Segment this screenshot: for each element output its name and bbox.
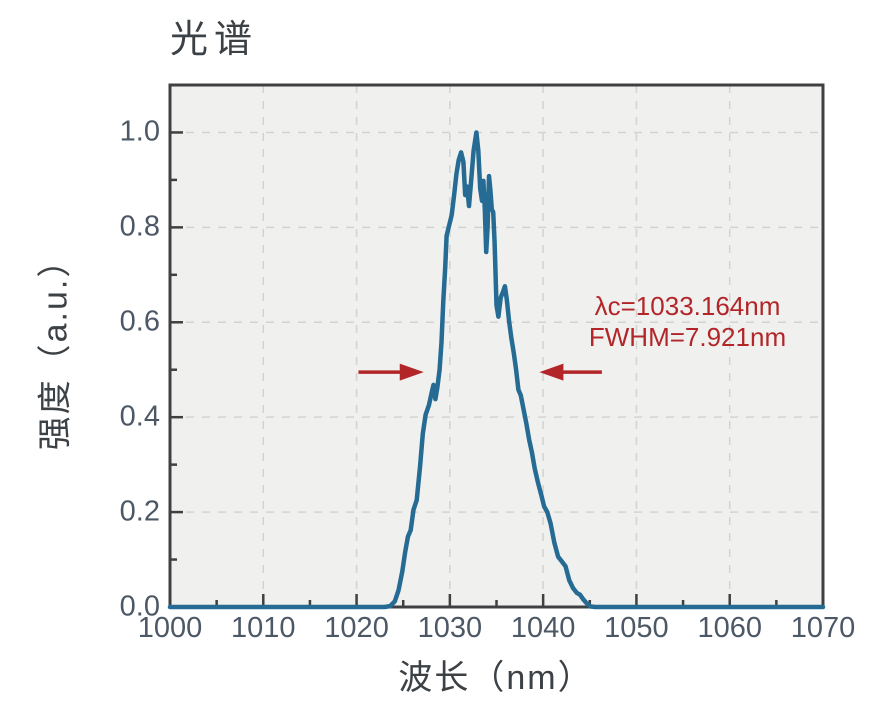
x-tick-label: 1020 [324, 612, 389, 644]
x-tick-label: 1000 [137, 612, 203, 644]
chart-title: 光谱 [170, 19, 259, 61]
x-tick-label: 1060 [697, 612, 762, 644]
y-tick-label: 0.4 [119, 400, 160, 433]
y-tick-label: 0.0 [119, 590, 160, 623]
x-tick-label: 1010 [231, 612, 296, 644]
y-tick-label: 0.2 [119, 495, 160, 528]
fwhm-label: FWHM=7.921nm [588, 322, 787, 352]
y-tick-label: 0.6 [119, 305, 160, 338]
x-tick-label: 1030 [417, 612, 483, 644]
center-wavelength-label: λc=1033.164nm [594, 291, 781, 321]
y-tick-label: 1.0 [119, 115, 160, 148]
x-tick-label: 1070 [790, 612, 856, 644]
plot-background [170, 85, 823, 607]
spectrum-curve [167, 130, 826, 610]
fwhm-annotation: λc=1033.164nm FWHM=7.921nm [570, 291, 805, 353]
fwhm-arrow-head [539, 363, 564, 381]
x-axis-title: 波长（nm） [398, 659, 594, 697]
x-tick-label: 1040 [510, 612, 576, 644]
y-tick-label: 0.8 [119, 210, 160, 243]
axis-spine [168, 83, 825, 609]
x-tick-label: 1050 [604, 612, 669, 644]
fwhm-arrow-head [399, 363, 424, 381]
